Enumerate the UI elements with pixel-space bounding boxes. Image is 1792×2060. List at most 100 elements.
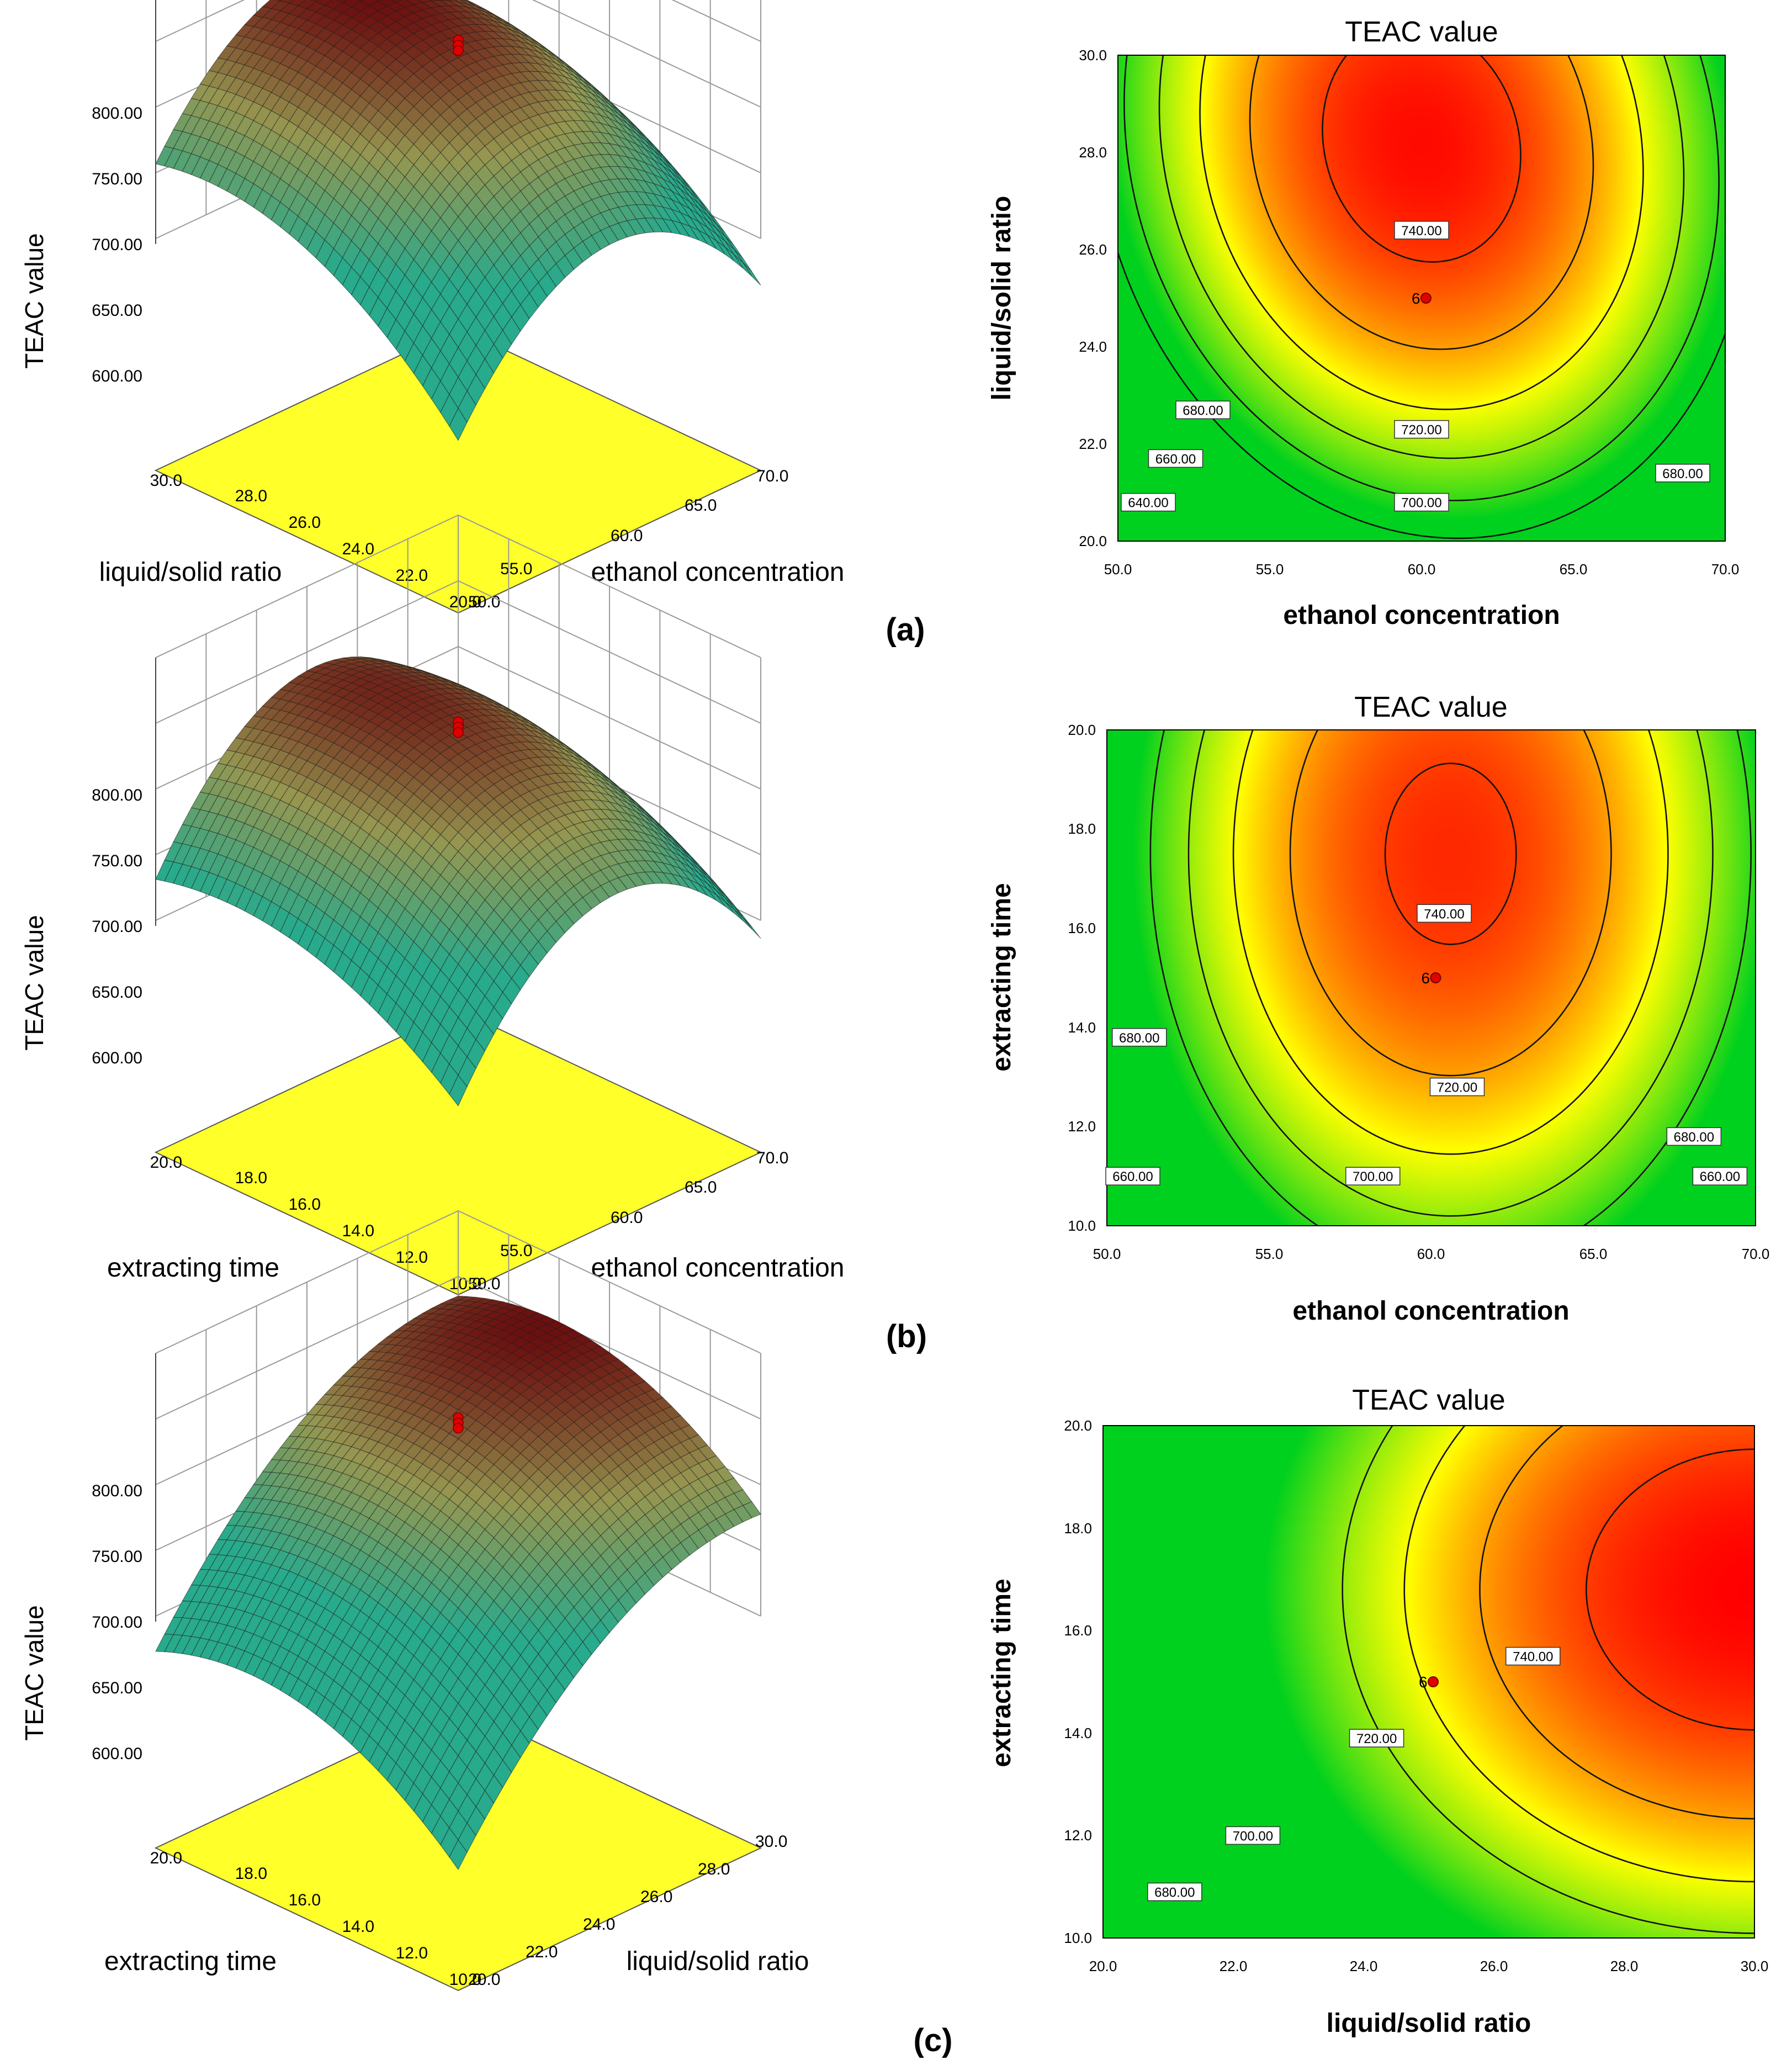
contour-x-ticks: 50.0 55.0 60.0 65.0 70.0	[1104, 561, 1740, 578]
y-tick: 22.0	[1079, 436, 1107, 452]
surface-left-ticks: 10.0 12.0 14.0 16.0 18.0 20.0	[150, 1849, 481, 1989]
left-tick: 16.0	[289, 1891, 321, 1909]
contour-x-ticks: 20.0 22.0 24.0 26.0 28.0 30.0	[1089, 1958, 1769, 1974]
right-tick: 20.0	[468, 1971, 500, 1989]
left-tick: 20.0	[449, 593, 481, 611]
y-tick: 20.0	[1064, 1417, 1092, 1434]
surface-z-ticks: 600.00 650.00 700.00 750.00 800.00	[92, 786, 142, 1067]
left-tick: 14.0	[342, 1222, 374, 1240]
contour-label: 660.00	[1112, 1169, 1153, 1184]
contour-label: 660.00	[1155, 452, 1196, 467]
surface-right-ticks: 50.0 55.0 60.0 65.0 70.0	[468, 1149, 788, 1293]
y-tick: 20.0	[1068, 722, 1096, 738]
contour-label-box	[1666, 1127, 1722, 1146]
x-tick: 60.0	[1408, 561, 1436, 578]
contour-line-700	[1403, 1425, 1755, 1883]
contour-label: 720.00	[1401, 423, 1441, 438]
surface-z-label: TEAC value	[20, 915, 49, 1050]
left-tick: 10.0	[449, 1971, 481, 1989]
right-tick: 55.0	[500, 1242, 532, 1260]
right-tick: 65.0	[685, 1178, 717, 1196]
design-point	[453, 45, 464, 56]
y-tick: 28.0	[1079, 144, 1107, 161]
contour-line-720	[1289, 729, 1612, 1077]
design-point-count: 6	[1422, 970, 1430, 987]
surface-right-axis-label: liquid/solid ratio	[627, 1947, 809, 1976]
contour-title: TEAC value	[1354, 691, 1507, 723]
x-tick: 20.0	[1089, 1958, 1117, 1974]
surface-left-ticks: 10.0 12.0 14.0 16.0 18.0 20.0	[150, 1153, 481, 1293]
contour-line-740	[1322, 55, 1521, 263]
left-tick: 20.0	[150, 1153, 182, 1172]
surface-plot-c: TEAC value 600.00 650.00 700.00 750.00 8…	[20, 1210, 809, 1992]
contour-plot-c: 740.00 720.00 700.00 680.00 6 TEAC value li…	[987, 1384, 1768, 2038]
y-tick: 18.0	[1064, 1520, 1092, 1537]
contour-label-box	[1349, 1729, 1404, 1747]
contour-label-box	[1147, 1882, 1202, 1902]
left-tick: 28.0	[235, 487, 267, 505]
contour-line-720	[1479, 1425, 1755, 1820]
y-tick: 26.0	[1079, 241, 1107, 258]
contour-line-680	[1342, 1425, 1755, 1934]
surface-right-axis-label: ethanol concentration	[591, 1253, 845, 1283]
contour-y-ticks: 20.0 22.0 24.0 26.0 28.0 30.0	[1079, 47, 1107, 549]
surface-left-axis-label: extracting time	[104, 1947, 277, 1976]
y-tick: 14.0	[1068, 1019, 1096, 1036]
left-tick: 30.0	[150, 472, 182, 490]
surface-cell	[449, 407, 468, 441]
surface-right-ticks: 50.0 55.0 60.0 65.0 70.0	[468, 467, 788, 611]
x-tick: 28.0	[1610, 1958, 1639, 1974]
x-tick: 50.0	[1093, 1246, 1121, 1262]
contour-label-box	[1148, 449, 1203, 468]
z-tick: 750.00	[92, 1548, 142, 1566]
left-tick: 20.0	[150, 1849, 182, 1867]
design-point-count: 6	[1419, 1674, 1428, 1691]
y-tick: 12.0	[1068, 1118, 1096, 1135]
contour-label-box	[1105, 1167, 1160, 1185]
z-tick: 800.00	[92, 1482, 142, 1500]
contour-line-680	[1187, 729, 1714, 1217]
y-tick: 20.0	[1079, 533, 1107, 549]
surface-z-label: TEAC value	[20, 233, 49, 368]
contour-y-label: liquid/solid ratio	[987, 196, 1016, 401]
contour-x-label: liquid/solid ratio	[1327, 2009, 1531, 2038]
contour-plot-a: 740.00 720.00 700.00 680.00 660.00 640.00 680.…	[987, 16, 1739, 630]
contour-label-box	[1345, 1167, 1401, 1185]
y-tick: 16.0	[1064, 1622, 1092, 1639]
right-tick: 70.0	[756, 467, 788, 485]
x-tick: 65.0	[1579, 1246, 1608, 1262]
z-tick: 750.00	[92, 852, 142, 870]
contour-label-box	[1394, 493, 1449, 512]
contour-line-680	[1158, 55, 1685, 459]
contour-label-box	[1655, 464, 1710, 483]
contour-label: 740.00	[1401, 224, 1441, 239]
contour-y-ticks: 10.0 12.0 14.0 16.0 18.0 20.0	[1068, 722, 1096, 1234]
contour-label: 700.00	[1401, 496, 1441, 511]
x-tick: 50.0	[1104, 561, 1132, 578]
left-tick: 14.0	[342, 1918, 374, 1936]
surface-plot-a: TEAC value 600.00 650.00 700.00 750.00 8…	[20, 0, 845, 614]
contour-plot-b: 740.00720.00700.00680.00660.00680.00660.…	[987, 691, 1769, 1326]
contour-label: 720.00	[1437, 1081, 1477, 1095]
contour-label-box	[1175, 400, 1231, 420]
contour-label-box	[1505, 1646, 1561, 1666]
x-tick: 55.0	[1256, 561, 1284, 578]
right-tick: 28.0	[698, 1860, 730, 1878]
contour-label-box	[1692, 1167, 1748, 1185]
contour-line-700	[1232, 729, 1669, 1155]
surface-right-ticks: 20.0 22.0 24.0 26.0 28.0 30.0	[468, 1833, 787, 1989]
contour-x-label: ethanol concentration	[1292, 1296, 1569, 1326]
left-tick: 26.0	[289, 513, 321, 532]
x-tick: 65.0	[1560, 561, 1588, 578]
panel-label: (c)	[914, 2022, 953, 2058]
y-tick: 24.0	[1079, 338, 1107, 355]
contour-label: 740.00	[1513, 1650, 1553, 1665]
z-tick: 750.00	[92, 170, 142, 188]
z-tick: 600.00	[92, 1745, 142, 1763]
right-tick: 26.0	[640, 1888, 672, 1906]
y-tick: 30.0	[1079, 47, 1107, 63]
contour-y-ticks: 10.0 12.0 14.0 16.0 18.0 20.0	[1064, 1417, 1092, 1946]
left-tick: 16.0	[289, 1195, 321, 1214]
left-tick: 18.0	[235, 1169, 267, 1187]
z-tick: 800.00	[92, 104, 142, 123]
